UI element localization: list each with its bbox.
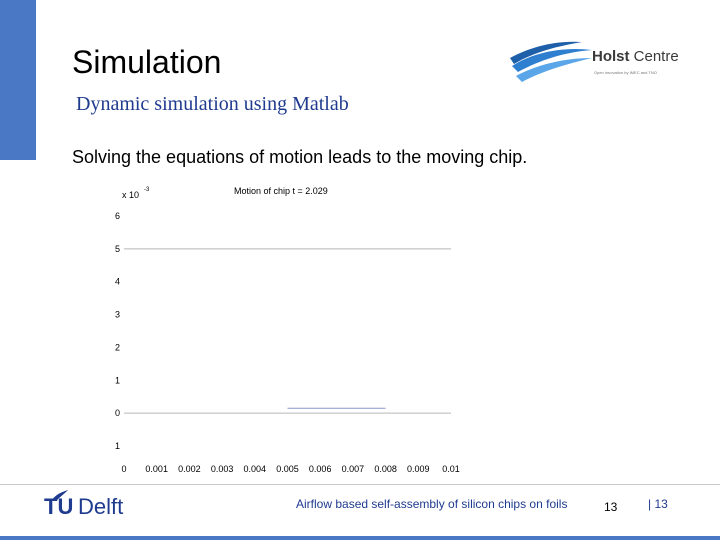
footer-divider (0, 484, 720, 485)
tudelft-logo: TU Delft (44, 488, 134, 522)
y-tick-label: 5 (115, 244, 120, 254)
y-scale-label: x 10 (122, 190, 139, 200)
holst-centre-logo: Holst Centre Open innovation by IMEC and… (510, 36, 690, 86)
flame-icon (52, 490, 68, 501)
page-number: 13 (604, 500, 618, 514)
x-tick-label: 0 (121, 464, 126, 474)
tudelft-delft: Delft (78, 494, 124, 519)
chart-title: Motion of chip t = 2.029 (234, 186, 328, 196)
x-tick-label: 0.001 (145, 464, 168, 474)
x-tick-label: 0.009 (407, 464, 430, 474)
y-tick-label: 2 (115, 342, 120, 352)
x-tick-label: 0.008 (374, 464, 397, 474)
x-tick-label: 0.003 (211, 464, 234, 474)
x-tick-label: 0.004 (244, 464, 267, 474)
slide-title: Simulation (72, 44, 222, 80)
holst-tagline: Open innovation by IMEC and TNO (594, 70, 657, 75)
bullet-text: Solving the equations of motion leads to… (72, 147, 528, 167)
holst-brand: Holst Centre (592, 48, 679, 65)
accent-bar (0, 0, 36, 160)
slide-subtitle: Dynamic simulation using Matlab (76, 93, 349, 115)
y-tick-label: 6 (115, 211, 120, 221)
y-tick-label: 1 (115, 441, 120, 451)
x-tick-label: 0.002 (178, 464, 201, 474)
y-tick-label: 0 (115, 408, 120, 418)
x-tick-label: 0.007 (342, 464, 365, 474)
tudelft-tu: TU (44, 494, 74, 519)
holst-swoosh-icon (510, 41, 592, 82)
y-tick-label: 3 (115, 310, 120, 320)
x-tick-label: 0.01 (442, 464, 460, 474)
footer-bottom-bar (0, 536, 720, 540)
x-tick-label: 0.005 (276, 464, 299, 474)
y-tick-label: 4 (115, 277, 120, 287)
y-tick-label: 1 (115, 375, 120, 385)
footer-title: Airflow based self-assembly of silicon c… (296, 497, 568, 511)
motion-chart: Motion of chip t = 2.029 x 10 -3 6 5 4 3 2 1 0 1 0 0… (115, 186, 460, 474)
x-tick-label: 0.006 (309, 464, 332, 474)
page-number-right: | 13 (648, 497, 668, 511)
y-scale-exponent: -3 (144, 187, 150, 193)
